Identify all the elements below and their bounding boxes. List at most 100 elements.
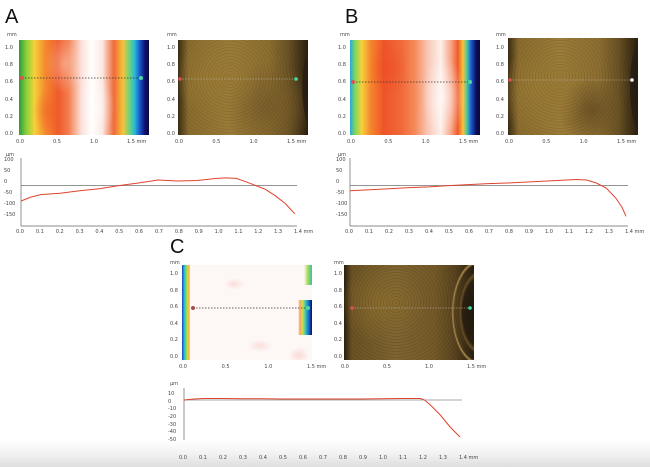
panel-a-photo-line	[178, 77, 298, 81]
tick-label: 0.9	[359, 455, 367, 461]
panel-c-map-line	[191, 306, 310, 310]
tick-label: 0.0	[170, 354, 178, 360]
tick-label: 0.5	[445, 229, 453, 235]
tick-label: 0.4	[259, 455, 267, 461]
tick-label: 0.1	[35, 229, 44, 235]
tick-label: 1.0	[264, 364, 273, 370]
panel-b-map-unit: mm	[340, 32, 350, 38]
tick-label: 0.4	[5, 96, 13, 103]
tick-label: 0.1	[365, 229, 373, 235]
tick-label: 0.0	[496, 131, 504, 137]
tick-label: 0.7	[155, 229, 163, 235]
tick-label: 1.0	[170, 271, 178, 277]
tick-label: 50	[4, 168, 11, 174]
tick-label: 100	[336, 157, 346, 163]
tick-label: 0.0	[167, 131, 175, 137]
tick-label: 0.6	[299, 455, 307, 461]
tick-label: 1.5 mm	[307, 364, 327, 370]
tick-label: 0.3	[239, 455, 247, 461]
profile-axes	[20, 158, 297, 227]
tick-label: -50	[4, 190, 13, 196]
panel-c-photo-line	[350, 306, 472, 310]
panel-a-height-map	[19, 40, 149, 135]
tick-label: 1.0	[5, 45, 13, 51]
tick-label: 0.5	[53, 139, 61, 145]
tick-label: 0.0	[179, 455, 187, 461]
profile-series-line	[20, 177, 296, 215]
tick-label: -150	[4, 212, 16, 218]
tick-label: 1.4 mm	[459, 455, 479, 461]
tick-label: -10	[168, 406, 177, 413]
bottom-fade	[0, 440, 650, 467]
tick-label: 1.3	[439, 455, 447, 461]
tick-label: 0.6	[496, 79, 504, 86]
tick-label: -20	[168, 414, 177, 420]
tick-label: 0.6	[170, 304, 178, 311]
tick-label: 0.0	[347, 139, 355, 145]
tick-label: 0.8	[5, 62, 13, 69]
tick-label: 1.1	[234, 229, 243, 235]
tick-label: -40	[168, 429, 177, 436]
tick-label: 0.0	[175, 139, 183, 145]
tick-label: 0.2	[385, 229, 393, 235]
tick-label: -100	[336, 201, 348, 207]
tick-label: 0.7	[485, 229, 493, 235]
tick-label: 1.5 mm	[617, 139, 637, 145]
tick-label: 1.0	[334, 271, 342, 277]
panel-c-profile-unit: µm	[170, 381, 179, 387]
tick-label: 0.6	[338, 79, 346, 86]
tick-label: 0.4	[338, 96, 346, 103]
panel-a-profile-unit: µm	[6, 152, 15, 158]
profile-series-line	[349, 178, 627, 217]
panel-c-map-unit: mm	[170, 260, 180, 266]
tick-label: 0.2	[5, 113, 13, 120]
tick-label: 0.9	[194, 229, 203, 235]
tick-label: -100	[4, 201, 16, 207]
tick-label: 1.0	[425, 364, 433, 370]
tick-label: 0.2	[334, 337, 342, 344]
tick-label: 0.8	[174, 229, 183, 235]
tick-label: 0.6	[135, 229, 144, 235]
tick-label: 1.1	[565, 229, 573, 235]
tick-label: 1.5 mm	[127, 139, 147, 145]
tick-label: 0.0	[345, 229, 353, 235]
tick-label: 1.0	[379, 455, 387, 461]
tick-label: 0.0	[16, 139, 24, 145]
tick-label: 0.8	[170, 287, 178, 294]
tick-label: -30	[168, 421, 177, 428]
tick-label: 0.6	[167, 79, 175, 86]
panel-a-map-unit: mm	[7, 32, 17, 38]
panel-c-photo-unit: mm	[334, 260, 344, 266]
panel-b-surface-photo	[508, 38, 638, 135]
tick-label: 0.2	[170, 337, 178, 344]
panel-b-photo-line	[508, 78, 634, 82]
tick-label: 0.4	[334, 320, 342, 327]
panel-a-surface-photo	[178, 40, 308, 135]
tick-label: 0.5	[279, 455, 287, 461]
tick-label: 1.5 mm	[467, 364, 487, 370]
tick-label: 100	[4, 157, 14, 163]
panel-b-map-line	[351, 80, 472, 84]
tick-label: 1.4 mm	[294, 229, 314, 235]
tick-label: 0.2	[338, 113, 346, 120]
tick-label: 0.2	[219, 455, 227, 461]
tick-label: 1.0	[167, 45, 175, 51]
tick-label: 0.0	[179, 364, 187, 370]
tick-label: 1.2	[585, 229, 593, 235]
tick-label: 0.2	[55, 229, 64, 235]
tick-label: 0.8	[496, 62, 504, 69]
tick-label: 0	[336, 179, 340, 185]
tick-label: 1.0	[249, 139, 258, 145]
panel-a-profile-plot	[20, 158, 297, 227]
tick-label: 0.8	[338, 62, 346, 69]
tick-label: 0.0	[16, 229, 24, 235]
tick-label: 0.8	[339, 455, 347, 461]
panel-a-letter: A	[5, 6, 19, 28]
tick-label: 1.4 mm	[625, 229, 645, 235]
panel-b-profile-plot	[349, 158, 628, 227]
tick-label: 0.4	[170, 320, 178, 327]
tick-label: 0.8	[334, 287, 342, 294]
panel-c-letter: C	[170, 236, 185, 258]
tick-label: 0.6	[5, 79, 13, 86]
tick-label: 0.5	[221, 364, 230, 370]
